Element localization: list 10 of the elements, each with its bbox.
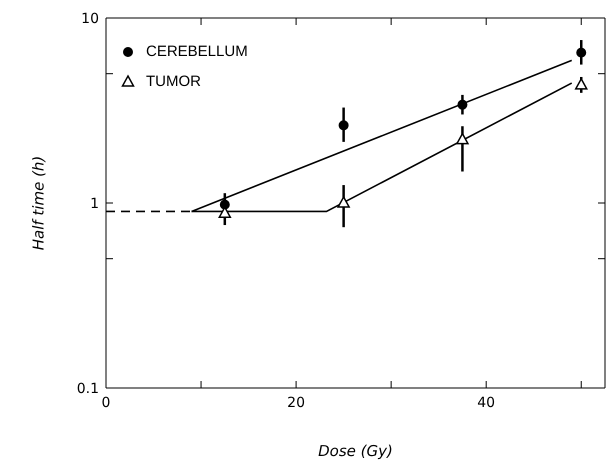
y-tick-label: 1: [90, 196, 99, 212]
x-tick-label: 0: [102, 394, 110, 411]
legend-label: TUMOR: [146, 72, 201, 90]
x-axis-title: Dose (Gy): [318, 442, 393, 460]
y-tick-label: 10: [81, 10, 99, 27]
x-tick-label: 40: [477, 394, 496, 411]
x-tick-label: 20: [287, 394, 306, 411]
y-tick-label: 0.1: [76, 380, 99, 397]
y-axis-title: Half time (h): [29, 156, 48, 250]
legend-label: CEREBELLUM: [146, 42, 248, 60]
